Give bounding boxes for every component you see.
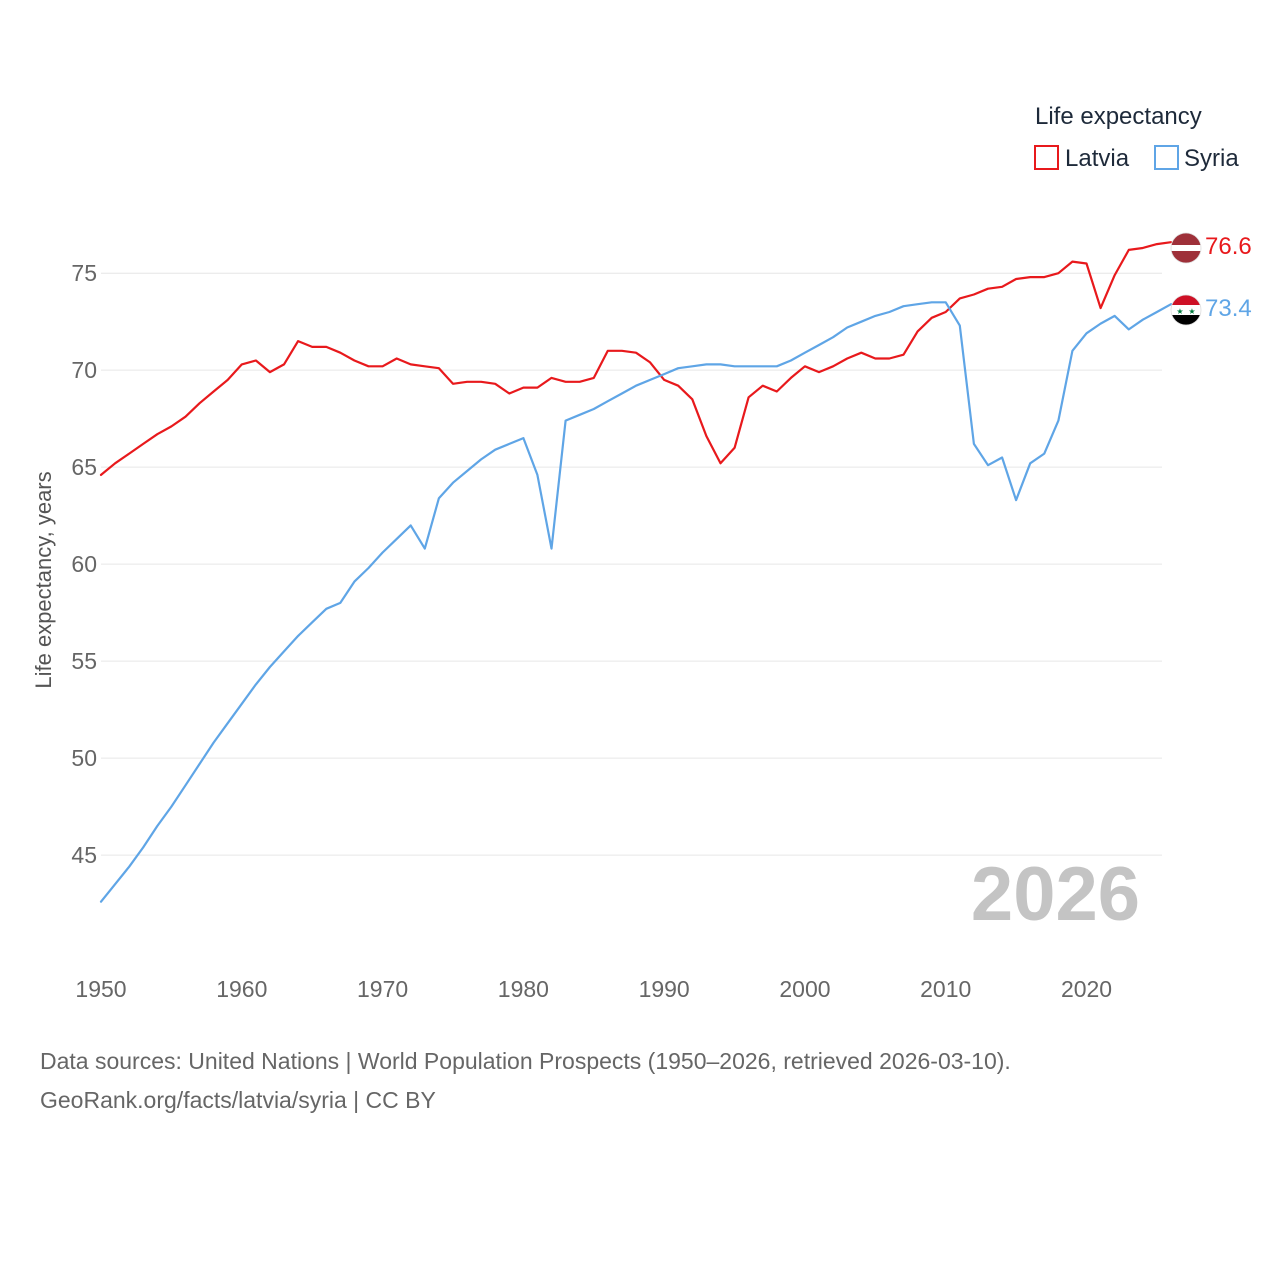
gridlines [101,272,1162,856]
x-tick-label-1990: 1990 [639,976,690,1002]
x-tick-label-2010: 2010 [920,976,971,1002]
y-tick-label-70: 70 [71,357,97,383]
y-axis-ticks: 45 50 55 60 65 70 75 [71,260,97,868]
y-tick-label-55: 55 [71,648,97,674]
data-sources-text: Data sources: United Nations | World Pop… [40,1048,1011,1074]
syria-end-value: 73.4 [1205,295,1252,322]
series-line-syria[interactable] [99,301,1173,903]
svg-text:★: ★ [1176,307,1183,316]
series-line-latvia[interactable] [99,241,1173,476]
y-tick-label-50: 50 [71,745,97,771]
year-watermark: 2026 [971,852,1140,937]
latvia-flag-icon [1171,233,1201,263]
x-tick-label-1970: 1970 [357,976,408,1002]
x-tick-label-1950: 1950 [75,976,126,1002]
x-tick-label-2020: 2020 [1061,976,1112,1002]
x-tick-label-1960: 1960 [216,976,267,1002]
y-tick-label-75: 75 [71,260,97,286]
latvia-end-value: 76.6 [1205,233,1252,260]
legend-swatch-syria [1154,145,1179,170]
syria-flag-icon: ★ ★ [1171,295,1201,325]
legend-title: Life expectancy [1035,103,1202,130]
x-tick-label-1980: 1980 [498,976,549,1002]
attribution-link[interactable]: GeoRank.org/facts/latvia/syria | CC BY [40,1087,436,1113]
x-tick-label-2000: 2000 [779,976,830,1002]
y-tick-label-60: 60 [71,551,97,577]
footer: Data sources: United Nations | World Pop… [40,1042,1011,1120]
y-axis-title: Life expectancy, years [31,471,56,688]
svg-text:★: ★ [1188,307,1195,316]
legend-label-syria: Syria [1184,145,1239,172]
x-axis-ticks: 1950 1960 1970 1980 1990 2000 2010 2020 [75,976,1112,1002]
legend: Life expectancy Latvia Syria [1034,103,1239,172]
y-tick-label-65: 65 [71,454,97,480]
legend-item-latvia[interactable]: Latvia [1034,145,1130,172]
legend-swatch-latvia [1034,145,1059,170]
legend-item-syria[interactable]: Syria [1154,145,1239,172]
legend-label-latvia: Latvia [1065,145,1130,172]
series-lines [99,241,1173,903]
y-tick-label-45: 45 [71,842,97,868]
